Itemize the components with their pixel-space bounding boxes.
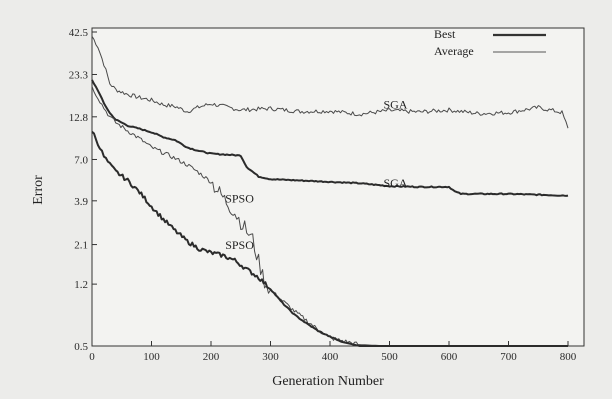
annotation-layer: SGA SGA SPSO SPSO [225,97,408,252]
y-tick-label: 0.5 [74,341,88,353]
legend-label-best: Best [434,27,456,41]
annotation-label: SPSO [225,192,254,206]
annotation-label: SPSO [225,238,254,252]
x-tick-label: 800 [560,351,577,363]
x-tick-label: 500 [381,351,398,363]
annotation-label: SGA [383,176,407,190]
legend: Best Average [434,27,546,58]
y-tick-label: 42.5 [69,27,89,39]
y-tick-label: 12.8 [69,112,89,124]
plot-area [91,27,585,347]
series-line-spso-best [91,130,568,347]
y-axis-title: Error [31,175,46,205]
legend-label-average: Average [434,44,474,58]
series-line-sga-average [91,36,569,129]
x-axis-title: Generation Number [272,374,384,389]
x-tick-label: 700 [500,351,517,363]
series-layer [91,36,569,347]
y-tick-label: 1.2 [74,279,88,291]
x-tick-label: 600 [441,351,458,363]
axis-ticks: 0 100 200 300 400 500 600 700 800 0.5 1.2 2.1 3.9 7.0… [69,27,577,363]
annotation-label: SGA [383,97,407,111]
y-tick-label: 2.1 [74,240,88,252]
x-tick-label: 200 [203,351,220,363]
y-tick-label: 23.3 [69,69,89,81]
y-tick-label: 3.9 [74,196,88,208]
x-tick-label: 100 [143,351,160,363]
x-tick-label: 300 [262,351,279,363]
series-line-sga-best [91,79,569,197]
x-tick-label: 400 [322,351,339,363]
y-tick-label: 7.0 [74,154,88,166]
x-tick-label: 0 [89,351,95,363]
